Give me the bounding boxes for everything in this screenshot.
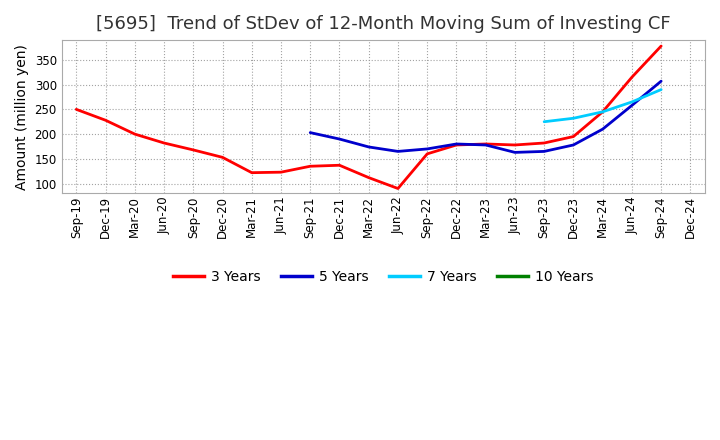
7 Years bbox=[569, 116, 577, 121]
Title: [5695]  Trend of StDev of 12-Month Moving Sum of Investing CF: [5695] Trend of StDev of 12-Month Moving… bbox=[96, 15, 670, 33]
7 Years bbox=[657, 87, 665, 92]
5 Years bbox=[657, 78, 665, 84]
3 Years bbox=[306, 164, 315, 169]
5 Years bbox=[423, 146, 431, 151]
3 Years bbox=[218, 155, 227, 160]
3 Years bbox=[130, 132, 139, 137]
3 Years bbox=[482, 141, 490, 147]
3 Years bbox=[598, 109, 607, 114]
5 Years bbox=[510, 150, 519, 155]
5 Years bbox=[452, 141, 461, 147]
3 Years bbox=[628, 74, 636, 80]
3 Years bbox=[657, 44, 665, 49]
3 Years bbox=[364, 175, 373, 180]
5 Years bbox=[364, 144, 373, 150]
5 Years bbox=[335, 136, 343, 142]
7 Years bbox=[628, 99, 636, 105]
3 Years bbox=[569, 134, 577, 139]
5 Years bbox=[540, 149, 549, 154]
5 Years bbox=[482, 142, 490, 147]
3 Years bbox=[160, 140, 168, 146]
Legend: 3 Years, 5 Years, 7 Years, 10 Years: 3 Years, 5 Years, 7 Years, 10 Years bbox=[168, 265, 599, 290]
3 Years bbox=[423, 151, 431, 157]
3 Years bbox=[510, 142, 519, 147]
5 Years bbox=[306, 130, 315, 135]
3 Years bbox=[102, 117, 110, 123]
7 Years bbox=[540, 119, 549, 125]
Line: 7 Years: 7 Years bbox=[544, 90, 661, 122]
Line: 5 Years: 5 Years bbox=[310, 81, 661, 152]
3 Years bbox=[394, 186, 402, 191]
3 Years bbox=[540, 140, 549, 146]
3 Years bbox=[72, 107, 81, 112]
3 Years bbox=[189, 147, 197, 153]
3 Years bbox=[335, 163, 343, 168]
5 Years bbox=[598, 127, 607, 132]
3 Years bbox=[248, 170, 256, 175]
Y-axis label: Amount (million yen): Amount (million yen) bbox=[15, 44, 29, 190]
3 Years bbox=[276, 169, 285, 175]
3 Years bbox=[452, 142, 461, 147]
5 Years bbox=[628, 103, 636, 108]
5 Years bbox=[569, 142, 577, 147]
7 Years bbox=[598, 109, 607, 114]
5 Years bbox=[394, 149, 402, 154]
Line: 3 Years: 3 Years bbox=[76, 46, 661, 188]
